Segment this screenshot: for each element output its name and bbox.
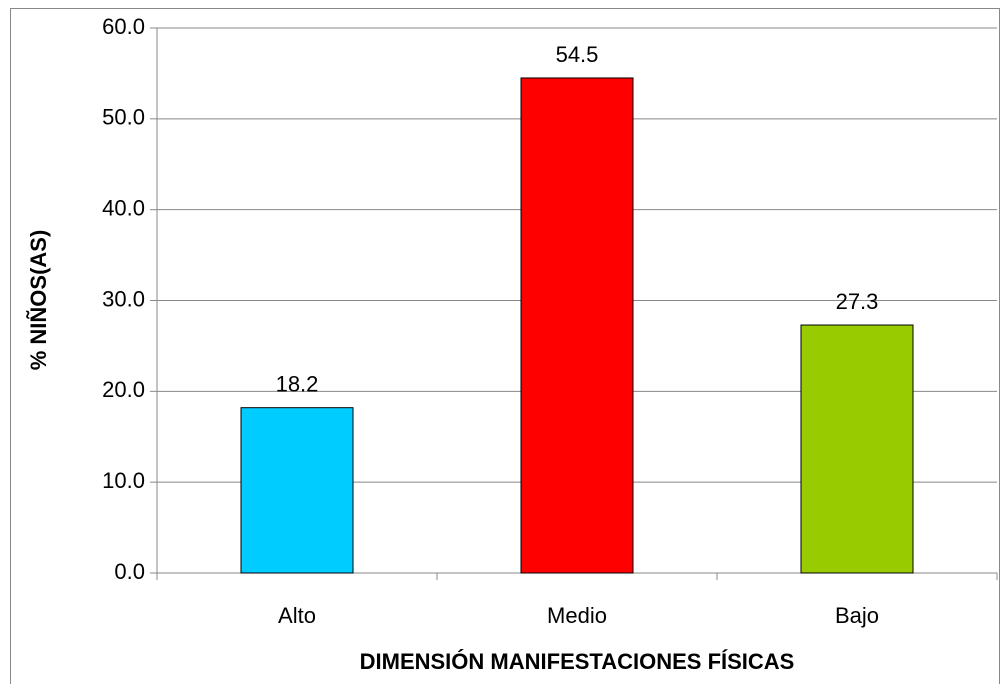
data-label: 54.5 bbox=[556, 42, 599, 67]
data-label: 27.3 bbox=[836, 289, 879, 314]
y-axis-title: % NIÑOS(AS) bbox=[26, 230, 51, 371]
y-tick-label: 10.0 bbox=[102, 468, 145, 493]
bar bbox=[520, 77, 634, 574]
x-tick-label: Bajo bbox=[835, 603, 879, 628]
y-tick-label: 50.0 bbox=[102, 105, 145, 130]
x-tick-label: Medio bbox=[547, 603, 607, 628]
y-tick-label: 0.0 bbox=[114, 559, 145, 584]
bar bbox=[800, 324, 914, 574]
y-tick-label: 30.0 bbox=[102, 286, 145, 311]
x-tick-label: Alto bbox=[278, 603, 316, 628]
bar bbox=[240, 407, 354, 574]
y-tick-label: 40.0 bbox=[102, 195, 145, 220]
chart-frame bbox=[10, 8, 1000, 684]
data-label: 18.2 bbox=[276, 371, 319, 396]
y-tick-label: 60.0 bbox=[102, 14, 145, 39]
x-axis-title: DIMENSIÓN MANIFESTACIONES FÍSICAS bbox=[360, 649, 795, 674]
y-tick-label: 20.0 bbox=[102, 377, 145, 402]
